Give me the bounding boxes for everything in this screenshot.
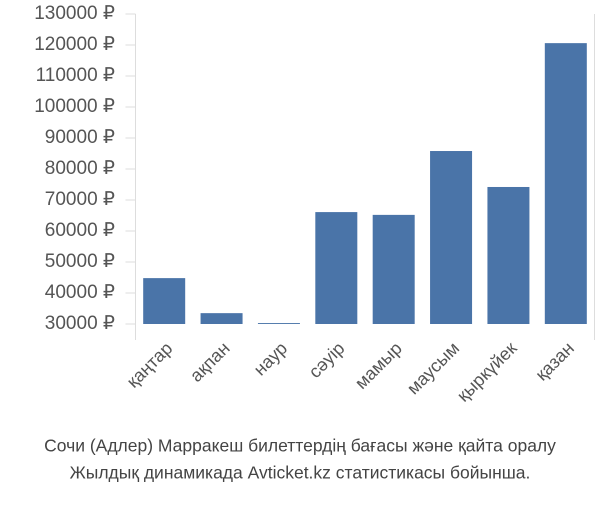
y-tick-label: 30000 ₽ — [45, 313, 115, 334]
bar — [257, 323, 300, 324]
y-tick-label: 70000 ₽ — [45, 189, 115, 210]
caption: Сочи (Адлер) Марракеш билеттердің бағасы… — [44, 436, 556, 456]
x-tick-label: қазан — [531, 338, 578, 385]
y-tick-label: 100000 ₽ — [34, 96, 115, 117]
y-tick-label: 90000 ₽ — [45, 127, 115, 148]
x-tick-label: ақпан — [186, 338, 234, 386]
y-tick-label: 120000 ₽ — [34, 34, 115, 55]
x-tick-label: қаңтар — [123, 338, 177, 392]
x-tick-label: қыркүйек — [453, 338, 521, 406]
y-tick-label: 110000 ₽ — [36, 65, 115, 86]
y-tick-label: 60000 ₽ — [45, 220, 115, 241]
y-tick-label: 40000 ₽ — [45, 282, 115, 303]
bar — [200, 313, 243, 324]
bar — [544, 43, 587, 324]
y-tick-label: 50000 ₽ — [45, 251, 115, 272]
y-tick-label: 130000 ₽ — [34, 3, 115, 24]
bar — [430, 151, 473, 324]
caption: Жылдық динамикада Avticket.kz статистика… — [70, 463, 531, 483]
x-tick-label: наур — [250, 338, 291, 379]
bar — [315, 212, 358, 324]
y-tick-label: 80000 ₽ — [45, 158, 115, 179]
bar — [372, 214, 415, 324]
bar — [487, 186, 530, 324]
x-tick-label: сәуір — [305, 338, 349, 382]
bar — [143, 278, 186, 324]
x-tick-label: мамыр — [351, 338, 406, 393]
